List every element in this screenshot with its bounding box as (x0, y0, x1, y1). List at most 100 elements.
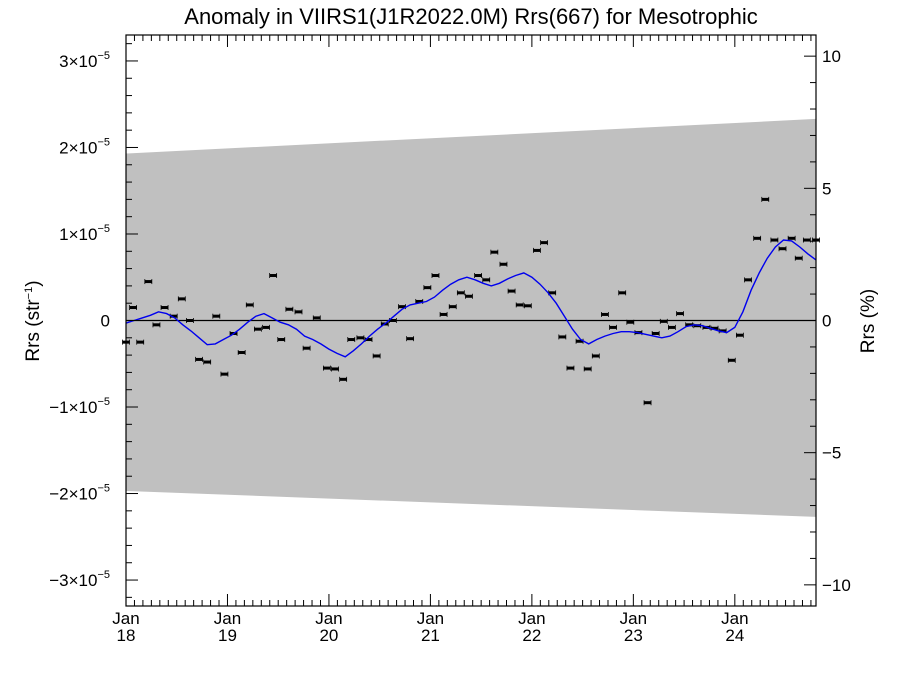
data-point (339, 376, 348, 382)
data-point-marker (129, 306, 137, 310)
left-axis-label-superscript: −1 (23, 287, 35, 300)
x-tick-year: 20 (319, 626, 338, 645)
uncertainty-band-layer (126, 118, 816, 517)
data-point-marker (490, 250, 498, 254)
data-point (277, 337, 286, 343)
data-point-marker (220, 372, 228, 376)
left-tick-label: −1×10−5 (49, 396, 110, 417)
data-point-marker (136, 340, 144, 344)
data-point (778, 246, 787, 252)
data-point-marker (415, 299, 423, 303)
data-point (136, 339, 145, 345)
data-point-marker (423, 286, 431, 290)
data-point-marker (161, 306, 169, 310)
data-point (152, 322, 161, 328)
left-tick-label: 3×10−5 (59, 50, 110, 71)
data-point-marker (660, 319, 668, 323)
left-tick-exponent: −5 (97, 483, 110, 495)
data-point-marker (685, 323, 693, 327)
data-point (499, 261, 508, 267)
data-point (372, 353, 381, 359)
data-point-marker (457, 291, 465, 295)
data-point (312, 315, 321, 321)
data-point-marker (540, 241, 548, 245)
data-point-marker (331, 367, 339, 371)
data-point-marker (170, 314, 178, 318)
data-point-marker (246, 303, 254, 307)
data-point (609, 324, 617, 330)
data-point (507, 288, 516, 294)
data-point-marker (277, 338, 285, 342)
data-point-marker (269, 274, 277, 278)
data-point-marker (203, 360, 211, 364)
data-point-marker (262, 325, 270, 329)
left-axis-label: Rrs (str−1) (23, 280, 44, 361)
x-tick-month: Jan (620, 609, 647, 628)
x-tick-year: 23 (624, 626, 643, 645)
data-point-marker (186, 319, 194, 322)
data-point (735, 332, 744, 338)
data-point-marker (566, 366, 574, 370)
data-point (254, 326, 262, 332)
data-point (540, 240, 548, 246)
data-point (659, 318, 668, 324)
data-point-marker (323, 366, 331, 370)
data-point (144, 279, 153, 285)
left-tick-label: −3×10−5 (49, 569, 110, 590)
data-point-marker (548, 291, 556, 295)
left-tick-mantissa: −2×10 (49, 485, 97, 504)
data-point-marker (558, 335, 566, 339)
data-point (676, 311, 684, 317)
data-point-marker (152, 323, 160, 327)
left-axis: 3×10−52×10−51×10−50−1×10−5−2×10−5−3×10−5 (49, 43, 138, 598)
data-point (626, 319, 635, 325)
left-tick-exponent: −5 (97, 223, 110, 235)
data-point (523, 303, 532, 309)
data-point (269, 273, 278, 279)
data-point (186, 318, 194, 323)
data-point (761, 196, 770, 202)
data-point-marker (803, 238, 811, 242)
data-point-marker (779, 247, 787, 251)
data-point-marker (524, 304, 532, 308)
right-tick-label: 5 (822, 179, 831, 198)
data-point (456, 290, 465, 296)
data-point-marker (508, 289, 516, 293)
left-tick-label: −2×10−5 (49, 483, 110, 504)
x-tick-year: 19 (218, 626, 237, 645)
data-point (794, 255, 803, 261)
x-tick-year: 24 (725, 626, 744, 645)
left-tick-mantissa: −3×10 (49, 571, 97, 590)
smoothed-line-layer (125, 239, 817, 358)
data-point-marker (516, 303, 524, 307)
data-point-marker (398, 305, 406, 309)
left-tick-exponent: −5 (97, 396, 110, 408)
data-point-marker (482, 278, 490, 282)
x-tick-month: Jan (112, 609, 139, 628)
data-point (533, 247, 541, 253)
data-point-marker (644, 401, 652, 405)
data-point-marker (676, 312, 684, 316)
data-point-marker (440, 312, 448, 316)
data-point-marker (365, 338, 373, 342)
data-point-marker (601, 312, 609, 316)
data-point (237, 350, 246, 356)
data-point (744, 277, 752, 283)
x-tick-year: 18 (117, 626, 136, 645)
data-point (323, 365, 331, 371)
right-tick-label: −5 (822, 444, 841, 463)
data-point (423, 285, 432, 291)
left-tick-mantissa: 3×10 (59, 52, 97, 71)
data-point (753, 235, 762, 241)
data-point-marker (770, 238, 778, 242)
data-point-marker (626, 320, 634, 324)
data-point (302, 345, 311, 351)
right-tick-label: −10 (822, 576, 851, 595)
data-point (177, 296, 186, 302)
right-axis: 10 5 0 −5 −10 (804, 47, 851, 595)
data-point (558, 334, 567, 340)
data-point-marker (474, 274, 482, 278)
x-tick-month: Jan (417, 609, 444, 628)
